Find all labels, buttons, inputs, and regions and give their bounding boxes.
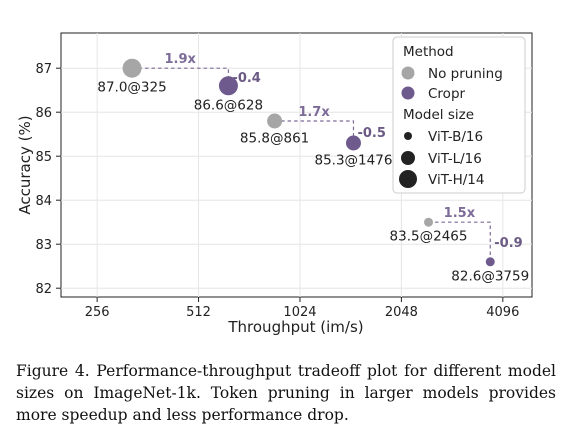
legend-title-size: Model size	[403, 107, 474, 123]
legend-swatch-vit-h14	[399, 170, 417, 188]
point-no-pruning-vit-b-16	[424, 217, 434, 227]
point-cropr-vit-l-16	[345, 135, 361, 151]
x-tick-label: 256	[85, 305, 110, 320]
y-tick-label: 87	[35, 62, 52, 77]
legend-box	[392, 36, 526, 194]
legend-label-vit-l16: ViT-L/16	[428, 151, 482, 167]
point-no-pruning-vit-h-14	[122, 58, 142, 78]
speedup-label-vit-l-16: 1.7x	[298, 105, 330, 120]
x-tick-label: 2048	[385, 305, 418, 320]
annotation-labels: 1.9x -0.4 1.7x -0.5 1.5x -0.9	[165, 52, 523, 251]
x-axis: 256 512 1024 2048 4096	[85, 297, 519, 320]
point-labels: 87.0@325 85.8@861 83.5@2465 86.6@628 85.3@14…	[97, 80, 529, 285]
speedup-label-vit-h-14: 1.9x	[165, 52, 197, 67]
legend: Method No pruning Cropr Model size ViT-B…	[392, 36, 526, 194]
legend-swatch-vit-b16	[404, 132, 412, 140]
legend-label-vit-b16: ViT-B/16	[428, 129, 483, 145]
legend-swatch-cropr	[401, 86, 415, 100]
data-points	[122, 58, 495, 267]
connector-vit-b-16	[428, 221, 491, 262]
grid	[61, 33, 532, 297]
legend-title-method: Method	[403, 44, 454, 60]
accuracy-drop-label-vit-l-16: -0.5	[357, 126, 385, 141]
y-tick-label: 85	[35, 150, 52, 165]
accuracy-drop-label-vit-h-14: -0.4	[232, 71, 260, 86]
legend-swatch-vit-l16	[401, 151, 415, 165]
point-cropr-vit-h-14	[218, 76, 238, 96]
speedup-label-vit-b-16: 1.5x	[444, 206, 476, 221]
y-tick-label: 82	[35, 282, 52, 297]
legend-label-no-pruning: No pruning	[428, 66, 503, 82]
legend-label-cropr: Cropr	[428, 86, 466, 102]
figure-caption: Figure 4. Performance-throughput tradeof…	[16, 362, 556, 424]
accuracy-drop-label-vit-b-16: -0.9	[494, 236, 522, 251]
point-no-pruning-vit-l-16	[267, 113, 283, 129]
x-tick-label: 4096	[486, 305, 519, 320]
point-label-cropr-vit-h-14: 86.6@628	[194, 97, 263, 113]
y-axis: 82 83 84 85 86 87	[35, 62, 61, 297]
y-axis-title: Accuracy (%)	[16, 115, 34, 214]
point-label-no-pruning-vit-l-16: 85.8@861	[240, 131, 309, 147]
point-cropr-vit-b-16	[485, 257, 495, 267]
point-label-no-pruning-vit-h-14: 87.0@325	[97, 80, 166, 96]
y-tick-label: 84	[35, 194, 52, 209]
x-axis-title: Throughput (im/s)	[227, 318, 363, 336]
point-label-cropr-vit-b-16: 82.6@3759	[451, 268, 529, 284]
x-tick-label: 1024	[283, 305, 316, 320]
y-tick-label: 86	[35, 106, 52, 121]
tradeoff-scatter-chart: 256 512 1024 2048 4096 82 83 84 85 86 87 87.0@325…	[16, 32, 533, 336]
point-label-no-pruning-vit-b-16: 83.5@2465	[390, 229, 468, 245]
legend-swatch-no-pruning	[401, 66, 415, 80]
y-tick-label: 83	[35, 238, 52, 253]
point-label-cropr-vit-l-16: 85.3@1476	[315, 153, 393, 169]
legend-label-vit-h14: ViT-H/14	[428, 172, 484, 188]
x-tick-label: 512	[186, 305, 211, 320]
